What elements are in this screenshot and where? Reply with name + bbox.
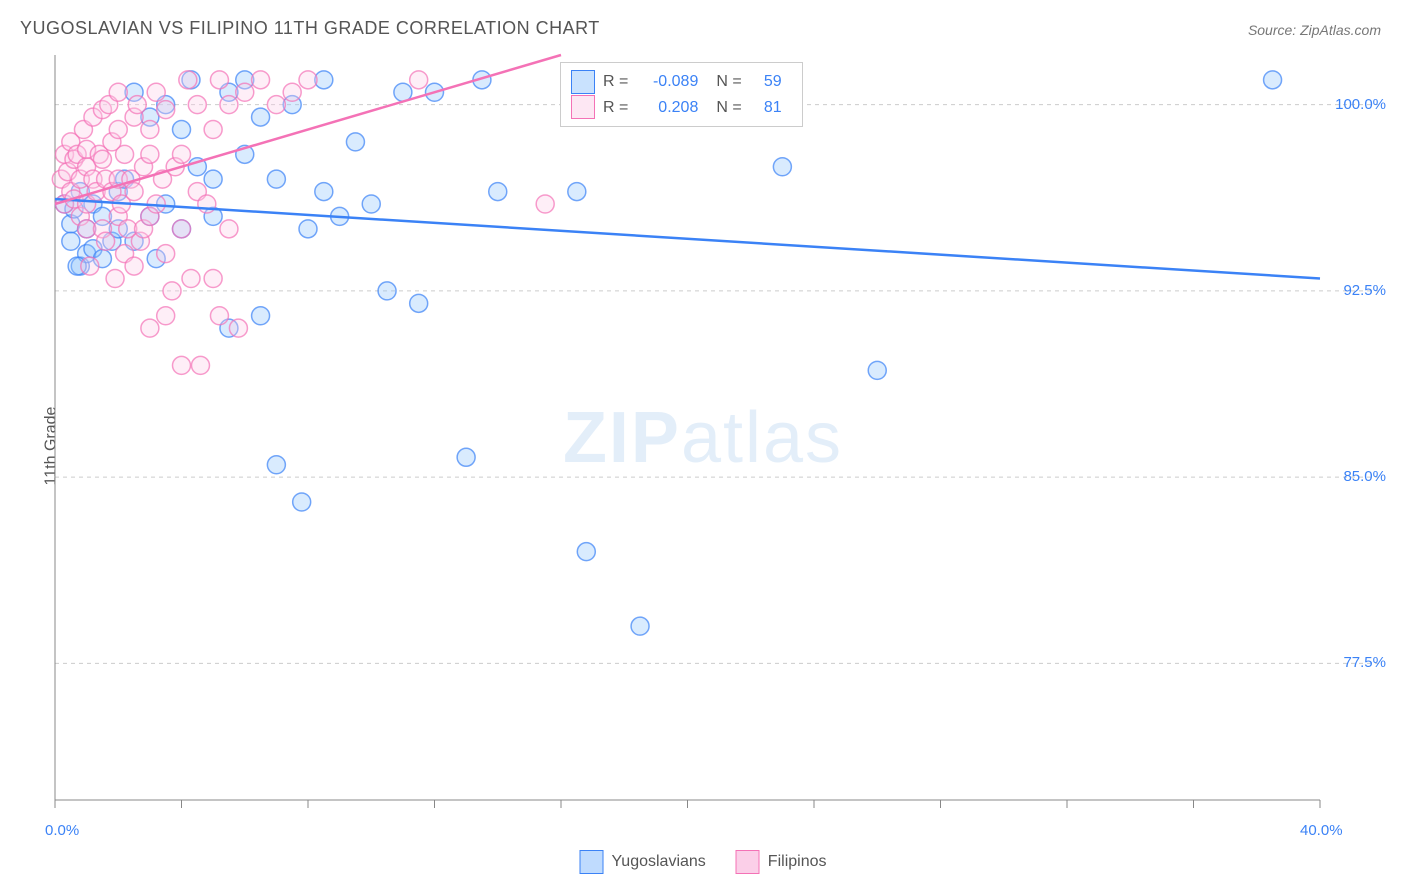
legend-label: Yugoslavians	[612, 853, 706, 871]
legend-swatch	[736, 850, 760, 874]
legend-item: Filipinos	[736, 850, 827, 874]
stat-swatch	[571, 95, 595, 119]
bottom-legend: Yugoslavians Filipinos	[580, 850, 827, 874]
legend-label: Filipinos	[768, 853, 827, 871]
y-tick-label: 92.5%	[1343, 282, 1386, 299]
legend-item: Yugoslavians	[580, 850, 706, 874]
y-tick-label: 85.0%	[1343, 468, 1386, 485]
stat-r-label: R =	[603, 69, 628, 95]
x-tick-label: 0.0%	[45, 822, 79, 839]
y-tick-label: 77.5%	[1343, 654, 1386, 671]
legend-swatch	[580, 850, 604, 874]
stat-n-value: 81	[752, 95, 782, 121]
stat-swatch	[571, 70, 595, 94]
stat-row: R = -0.089 N = 59	[571, 69, 792, 95]
stat-n-label: N =	[716, 95, 741, 121]
stat-r-label: R =	[603, 95, 628, 121]
stat-box: R = -0.089 N = 59 R = 0.208 N = 81	[560, 62, 803, 127]
x-tick-label: 40.0%	[1300, 822, 1343, 839]
stat-n-label: N =	[716, 69, 741, 95]
chart-svg	[0, 0, 1406, 892]
stat-n-value: 59	[752, 69, 782, 95]
stat-row: R = 0.208 N = 81	[571, 95, 792, 121]
stat-r-value: 0.208	[638, 95, 698, 121]
y-tick-label: 100.0%	[1335, 96, 1386, 113]
stat-r-value: -0.089	[638, 69, 698, 95]
